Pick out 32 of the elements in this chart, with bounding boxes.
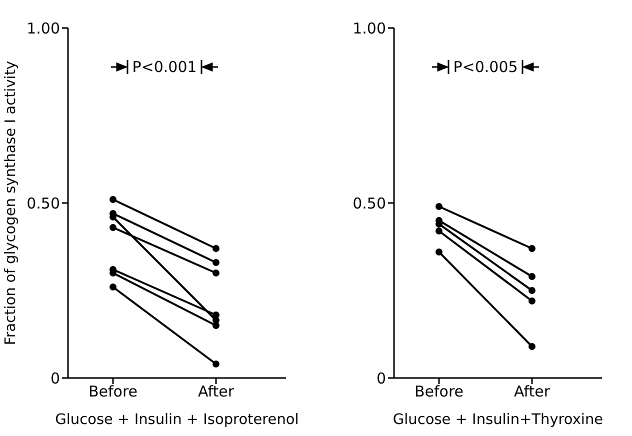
point — [212, 270, 220, 276]
point — [110, 224, 116, 231]
point — [436, 248, 442, 256]
point — [436, 203, 442, 210]
y-tick-label: 1.00 — [26, 19, 60, 38]
point — [528, 273, 536, 280]
point — [212, 312, 220, 318]
point — [436, 228, 442, 234]
point — [528, 245, 536, 252]
point — [212, 245, 220, 252]
x-tick-label: Before — [414, 382, 464, 401]
y-axis-title: Fraction of glycogen synthase I activity — [3, 60, 20, 346]
x-tick-label: After — [198, 382, 235, 401]
x-tick-label: Before — [88, 382, 138, 401]
point — [528, 298, 536, 304]
y-tick-label: 0 — [376, 369, 386, 388]
x-tick-label: After — [514, 382, 551, 401]
y-tick-label: 1.00 — [352, 19, 386, 38]
point — [528, 343, 536, 350]
x-axis-title: Glucose + Insulin + Isoproterenol — [55, 412, 299, 428]
y-tick-label: 0.50 — [26, 194, 60, 212]
point — [212, 259, 220, 266]
point — [110, 196, 116, 203]
x-axis-title: Glucose + Insulin+Thyroxine — [392, 412, 604, 428]
point — [212, 322, 220, 329]
point — [110, 284, 116, 290]
annotation: P<0.001 — [132, 58, 197, 76]
annotation: P<0.005 — [453, 58, 518, 76]
point — [528, 287, 536, 294]
y-tick-label: 0 — [50, 369, 60, 388]
point — [212, 360, 220, 368]
y-tick-label: 0.50 — [352, 194, 386, 212]
